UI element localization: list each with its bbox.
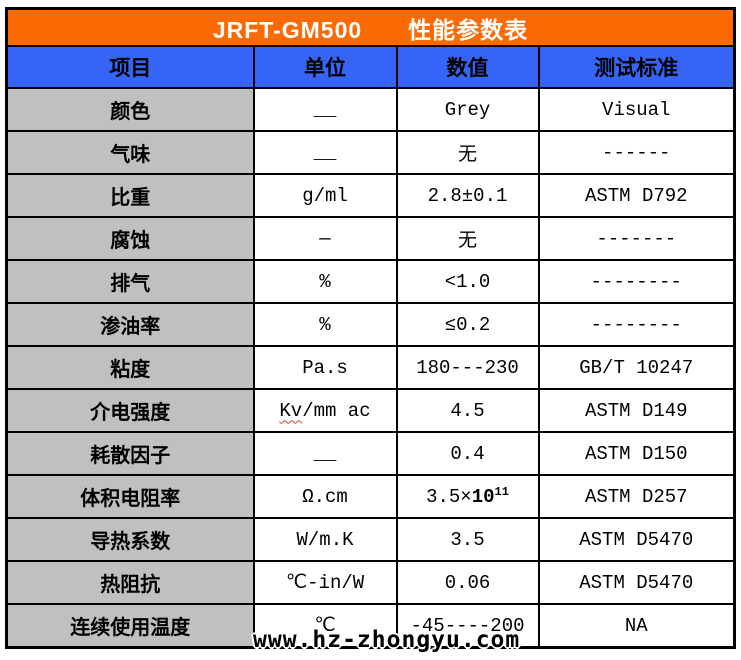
standard-cell: -------- xyxy=(537,259,736,304)
table-row: 连续使用温度 ℃ -45----200 NA xyxy=(5,603,736,649)
unit-cell: W/m.K xyxy=(252,517,398,562)
standard-cell: ASTM D257 xyxy=(537,474,736,519)
standard-cell: ------- xyxy=(537,216,736,261)
table-row: 渗油率 % ≤0.2 -------- xyxy=(5,302,736,347)
table-row: 体积电阻率 Ω.cm 3.5×1011 ASTM D257 xyxy=(5,474,736,519)
value-mantissa-text: 10 xyxy=(471,485,495,508)
spellcheck-underlined-text: Kv xyxy=(279,399,303,422)
value-cell: 无 xyxy=(395,130,540,175)
table-row: 气味 __ 无 ------ xyxy=(5,130,736,175)
title-row: JRFT-GM500 性能参数表 xyxy=(5,7,736,47)
standard-cell: -------- xyxy=(537,302,736,347)
unit-cell: ℃ xyxy=(252,603,398,649)
table-row: 比重 g/ml 2.8±0.1 ASTM D792 xyxy=(5,173,736,218)
value-cell: 2.8±0.1 xyxy=(395,173,540,218)
standard-cell: GB/T 10247 xyxy=(537,345,736,390)
value-cell: 3.5 xyxy=(395,517,540,562)
table-row: 导热系数 W/m.K 3.5 ASTM D5470 xyxy=(5,517,736,562)
unit-cell: Ω.cm xyxy=(252,474,398,519)
unit-cell: Kv/mm ac xyxy=(252,388,398,433)
spec-table: JRFT-GM500 性能参数表 项目 单位 数值 测试标准 颜色 __ Grey… xyxy=(5,7,737,649)
standard-cell: ------ xyxy=(537,130,736,175)
standard-cell: ASTM D149 xyxy=(537,388,736,433)
table-row: 粘度 Pa.s 180---230 GB/T 10247 xyxy=(5,345,736,390)
column-header-value: 数值 xyxy=(395,45,540,89)
value-cell: ≤0.2 xyxy=(395,302,540,347)
standard-cell: ASTM D5470 xyxy=(537,517,736,562)
table-row: 介电强度 Kv/mm ac 4.5 ASTM D149 xyxy=(5,388,736,433)
unit-cell: __ xyxy=(252,130,398,175)
table-row: 颜色 __ Grey Visual xyxy=(5,87,736,132)
standard-cell: Visual xyxy=(537,87,736,132)
value-exponent-text: 11 xyxy=(494,484,509,499)
standard-cell: NA xyxy=(537,603,736,649)
watermark: www.hz-zhongyu.com xyxy=(253,627,521,653)
unit-cell: Pa.s xyxy=(252,345,398,390)
column-header-item: 项目 xyxy=(5,45,255,89)
item-cell: 连续使用温度 xyxy=(5,603,255,649)
item-cell: 热阻抗 xyxy=(5,560,255,605)
item-cell: 粘度 xyxy=(5,345,255,390)
unit-cell: __ xyxy=(252,87,398,132)
standard-cell: ASTM D792 xyxy=(537,173,736,218)
unit-cell: __ xyxy=(252,431,398,476)
value-cell: 3.5×1011 xyxy=(395,474,540,519)
standard-cell: ASTM D5470 xyxy=(537,560,736,605)
table-row: 热阻抗 ℃-in/W 0.06 ASTM D5470 xyxy=(5,560,736,605)
item-cell: 耗散因子 xyxy=(5,431,255,476)
table-row: 腐蚀 — 无 ------- xyxy=(5,216,736,261)
item-cell: 腐蚀 xyxy=(5,216,255,261)
standard-cell: ASTM D150 xyxy=(537,431,736,476)
value-cell: 4.5 xyxy=(395,388,540,433)
unit-text: /mm ac xyxy=(302,399,371,422)
value-cell: 无 xyxy=(395,216,540,261)
item-cell: 颜色 xyxy=(5,87,255,132)
column-header-standard: 测试标准 xyxy=(537,45,736,89)
table-title-text: 性能参数表 xyxy=(408,16,529,43)
value-cell: 180---230 xyxy=(395,345,540,390)
unit-cell: ℃-in/W xyxy=(252,560,398,605)
item-cell: 比重 xyxy=(5,173,255,218)
column-header-unit: 单位 xyxy=(252,45,398,89)
value-cell: Grey xyxy=(395,87,540,132)
item-cell: 渗油率 xyxy=(5,302,255,347)
value-cell: -45----200 xyxy=(395,603,540,649)
item-cell: 气味 xyxy=(5,130,255,175)
table-row: 耗散因子 __ 0.4 ASTM D150 xyxy=(5,431,736,476)
spec-sheet: JRFT-GM500 性能参数表 项目 单位 数值 测试标准 颜色 __ Grey… xyxy=(5,7,737,649)
item-cell: 介电强度 xyxy=(5,388,255,433)
unit-cell: — xyxy=(252,216,398,261)
unit-cell: % xyxy=(252,259,398,304)
header-row: 项目 单位 数值 测试标准 xyxy=(5,45,736,89)
value-cell: 0.06 xyxy=(395,560,540,605)
value-cell: <1.0 xyxy=(395,259,540,304)
value-base-text: 3.5× xyxy=(426,485,472,508)
item-cell: 体积电阻率 xyxy=(5,474,255,519)
value-cell: 0.4 xyxy=(395,431,540,476)
table-title: JRFT-GM500 性能参数表 xyxy=(5,7,736,47)
unit-cell: g/ml xyxy=(252,173,398,218)
table-row: 排气 % <1.0 -------- xyxy=(5,259,736,304)
item-cell: 排气 xyxy=(5,259,255,304)
item-cell: 导热系数 xyxy=(5,517,255,562)
unit-cell: % xyxy=(252,302,398,347)
product-model: JRFT-GM500 xyxy=(212,16,363,43)
